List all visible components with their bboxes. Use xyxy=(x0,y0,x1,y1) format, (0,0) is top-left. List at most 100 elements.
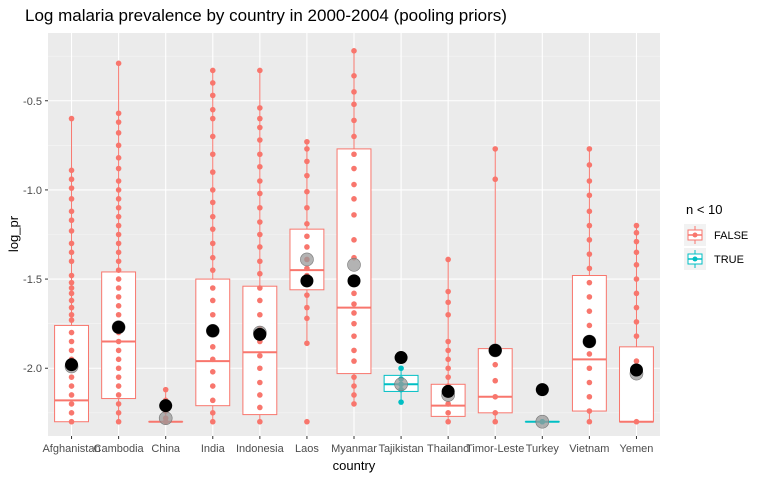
data-point xyxy=(633,276,640,282)
data-point xyxy=(351,196,357,202)
data-point xyxy=(633,222,640,229)
data-point xyxy=(445,338,451,345)
data-point xyxy=(351,320,357,327)
data-point xyxy=(586,208,593,215)
data-point xyxy=(492,176,499,183)
data-point xyxy=(586,265,593,272)
data-point xyxy=(209,344,216,350)
data-point xyxy=(257,124,263,131)
data-point xyxy=(115,142,122,149)
box-group-timor-leste xyxy=(477,146,513,425)
x-tick-label: Turkey xyxy=(526,443,560,455)
data-point xyxy=(209,383,216,389)
data-point xyxy=(115,196,122,202)
y-tick-label: -1.5 xyxy=(23,274,42,286)
data-point xyxy=(445,256,451,263)
data-point xyxy=(209,267,216,273)
data-point xyxy=(304,292,310,298)
data-point xyxy=(115,383,122,389)
data-point xyxy=(209,297,216,304)
box xyxy=(619,346,654,423)
data-point xyxy=(115,303,122,309)
data-point xyxy=(68,290,75,297)
data-point xyxy=(633,418,640,425)
data-point xyxy=(445,365,451,372)
box-group-india xyxy=(195,67,231,425)
data-point xyxy=(257,163,263,170)
data-point xyxy=(586,162,593,168)
data-point xyxy=(633,229,640,236)
data-point xyxy=(257,392,263,398)
data-point xyxy=(586,351,593,357)
prior-point xyxy=(347,258,361,272)
data-point xyxy=(209,254,216,261)
data-point xyxy=(115,356,122,363)
data-point xyxy=(633,358,640,364)
data-point xyxy=(68,176,75,183)
data-point xyxy=(209,106,216,113)
data-point xyxy=(586,365,593,372)
data-point xyxy=(115,222,122,229)
data-point xyxy=(68,347,75,354)
x-tick-label: Thailand xyxy=(427,443,469,455)
estimate-point xyxy=(159,399,173,413)
data-point xyxy=(115,410,122,416)
data-point xyxy=(351,212,357,218)
data-point xyxy=(304,315,310,322)
box-group-china xyxy=(148,386,184,425)
data-point xyxy=(351,301,357,307)
data-point xyxy=(445,299,451,306)
data-point xyxy=(209,369,216,375)
data-point xyxy=(68,383,75,389)
data-point xyxy=(304,138,310,145)
data-point xyxy=(304,233,310,240)
data-point xyxy=(445,347,451,354)
data-point xyxy=(209,410,216,416)
data-point xyxy=(633,249,640,256)
x-tick-label: Laos xyxy=(295,443,319,455)
data-point xyxy=(209,240,216,247)
data-point xyxy=(115,130,122,136)
data-point xyxy=(257,365,263,372)
estimate-point xyxy=(629,363,643,377)
data-point xyxy=(257,258,263,265)
data-point xyxy=(492,410,499,416)
data-point xyxy=(398,365,404,372)
data-point xyxy=(209,199,216,206)
prior-point xyxy=(300,252,314,267)
data-point xyxy=(115,155,122,161)
data-point xyxy=(115,338,122,345)
data-point xyxy=(586,279,593,286)
data-point xyxy=(115,187,122,193)
data-point xyxy=(209,285,216,291)
y-axis-title: log_pr xyxy=(6,215,21,252)
x-tick-label: Myanmar xyxy=(331,443,377,455)
box-group-laos xyxy=(289,138,325,425)
data-point xyxy=(115,347,122,354)
x-axis-title: country xyxy=(333,458,376,473)
data-point xyxy=(351,392,357,398)
legend-key-point xyxy=(692,256,698,262)
data-point xyxy=(257,418,263,425)
data-point xyxy=(257,67,263,74)
data-point xyxy=(115,110,122,117)
box-group-thailand xyxy=(430,256,466,425)
data-point xyxy=(304,158,310,165)
data-point xyxy=(115,294,122,300)
data-point xyxy=(115,258,122,265)
data-point xyxy=(586,251,593,257)
data-point xyxy=(586,146,593,152)
data-point xyxy=(633,262,640,268)
data-point xyxy=(209,67,216,74)
data-point xyxy=(68,311,75,318)
data-point xyxy=(257,352,263,359)
data-point xyxy=(68,329,75,336)
y-tick-label: -0.5 xyxy=(23,96,42,108)
data-point xyxy=(633,319,640,325)
legend-title: n < 10 xyxy=(686,202,723,217)
data-point xyxy=(257,204,263,211)
data-point xyxy=(257,219,263,225)
x-tick-label: Vietnam xyxy=(569,443,609,455)
